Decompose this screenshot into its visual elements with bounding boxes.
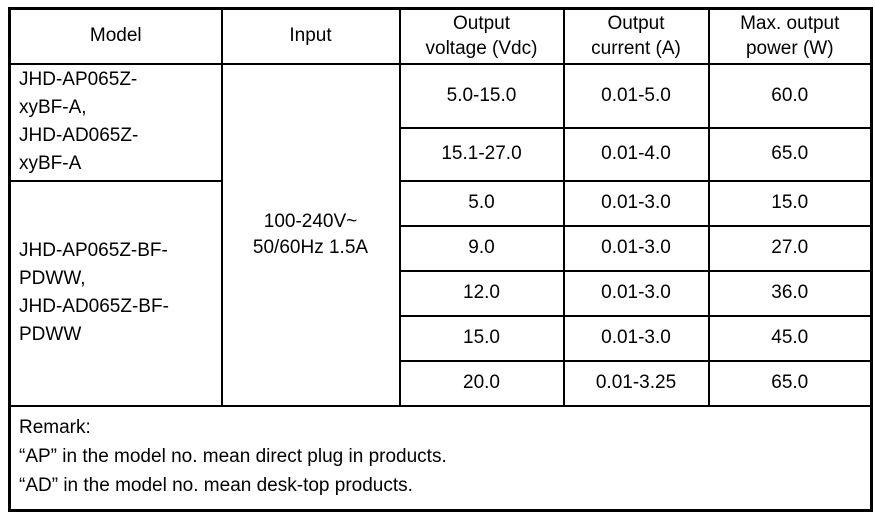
table-row: 20.0 0.01-3.25 65.0 <box>10 359 873 407</box>
header-row: Model Input Output voltage (Vdc) Output … <box>8 7 873 65</box>
output-current-cell: 0.01-5.0 <box>562 62 710 129</box>
output-voltage-cell: 5.0-15.0 <box>398 62 565 129</box>
table-row: 15.1-27.0 0.01-4.0 65.0 <box>10 126 873 182</box>
output-voltage-cell: 9.0 <box>398 224 565 272</box>
column-header-output-current: Output current (A) <box>562 7 710 65</box>
max-power-cell: 45.0 <box>707 314 873 362</box>
output-voltage-cell: 5.0 <box>398 179 565 227</box>
max-power-cell: 65.0 <box>707 359 873 407</box>
spec-table: Model Input Output voltage (Vdc) Output … <box>8 7 873 512</box>
table-row: 12.0 0.01-3.0 36.0 <box>10 269 873 317</box>
output-voltage-cell: 20.0 <box>398 359 565 407</box>
table-row: 9.0 0.01-3.0 27.0 <box>10 224 873 272</box>
output-voltage-cell: 15.0 <box>398 314 565 362</box>
max-power-cell: 15.0 <box>707 179 873 227</box>
output-current-cell: 0.01-4.0 <box>562 126 710 182</box>
output-current-cell: 0.01-3.25 <box>562 359 710 407</box>
max-power-cell: 60.0 <box>707 62 873 129</box>
input-cell: 100-240V~ 50/60Hz 1.5A <box>220 62 401 407</box>
column-header-max-output-power: Max. output power (W) <box>707 7 873 65</box>
output-current-cell: 0.01-3.0 <box>562 224 710 272</box>
output-current-cell: 0.01-3.0 <box>562 179 710 227</box>
model-cell-group2: JHD-AP065Z-BF- PDWW, JHD-AD065Z-BF- PDWW <box>8 179 223 407</box>
output-voltage-cell: 15.1-27.0 <box>398 126 565 182</box>
output-current-cell: 0.01-3.0 <box>562 269 710 317</box>
remark-row: Remark: “AP” in the model no. mean direc… <box>8 404 873 512</box>
table-row: 15.0 0.01-3.0 45.0 <box>10 314 873 362</box>
column-header-output-voltage: Output voltage (Vdc) <box>398 7 565 65</box>
remark-cell: Remark: “AP” in the model no. mean direc… <box>8 404 873 512</box>
table-row: JHD-AP065Z-BF- PDWW, JHD-AD065Z-BF- PDWW… <box>8 179 873 407</box>
column-header-model: Model <box>8 7 223 65</box>
max-power-cell: 27.0 <box>707 224 873 272</box>
max-power-cell: 65.0 <box>707 126 873 182</box>
column-header-input: Input <box>220 7 401 65</box>
output-current-cell: 0.01-3.0 <box>562 314 710 362</box>
model-cell-group1: JHD-AP065Z- xyBF-A, JHD-AD065Z- xyBF-A <box>8 62 223 182</box>
output-voltage-cell: 12.0 <box>398 269 565 317</box>
table-row: JHD-AP065Z- xyBF-A, JHD-AD065Z- xyBF-A 1… <box>8 62 873 407</box>
max-power-cell: 36.0 <box>707 269 873 317</box>
